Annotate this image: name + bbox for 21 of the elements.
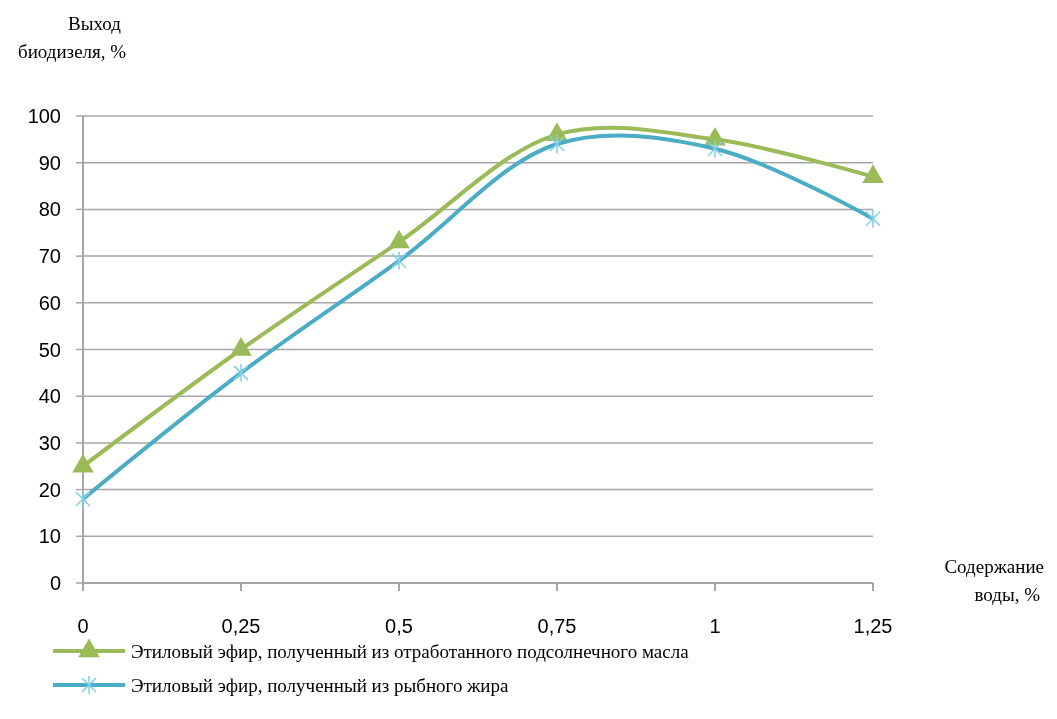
x-tick-label: 0,75 <box>537 615 577 637</box>
y-tick-label: 40 <box>38 385 61 408</box>
legend-label: Этиловый эфир, полученный из рыбного жира <box>131 674 509 696</box>
x-axis-title: Содержание воды, % <box>944 556 1044 605</box>
x-tick-label: 0,5 <box>385 615 413 637</box>
y-tick-label: 100 <box>27 105 61 127</box>
x-tick-label: 0 <box>77 615 89 637</box>
y-tick-label: 10 <box>38 525 61 548</box>
y-tick-label: 80 <box>38 198 61 221</box>
y-tick-label: 90 <box>38 151 61 174</box>
x-tick-label: 1,25 <box>853 615 893 637</box>
y-tick-label: 20 <box>38 478 61 501</box>
y-axis-title: Выход биодизеля, % <box>18 13 127 62</box>
legend-label: Этиловый эфир, полученный из отработанного подсолнечного масла <box>131 640 690 662</box>
y-tick-label: 0 <box>49 572 61 594</box>
y-tick-label: 60 <box>38 291 61 314</box>
x-tick-label: 0,25 <box>221 615 261 637</box>
y-tick-label: 70 <box>38 245 61 268</box>
y-tick-label: 30 <box>38 431 61 454</box>
x-tick-label: 1 <box>709 615 721 637</box>
y-tick-label: 50 <box>38 338 61 361</box>
